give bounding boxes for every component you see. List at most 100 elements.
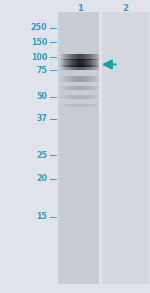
Bar	[94, 54, 95, 60]
Bar	[82, 86, 83, 90]
Bar	[95, 95, 96, 98]
Bar	[96, 65, 97, 70]
Bar	[75, 95, 76, 98]
Bar	[90, 86, 91, 90]
Bar	[64, 95, 65, 98]
Bar	[83, 59, 84, 67]
Bar	[88, 86, 89, 90]
Bar	[96, 95, 97, 98]
Bar	[92, 54, 93, 60]
Bar	[73, 65, 74, 70]
Bar	[82, 59, 83, 67]
Bar	[97, 59, 98, 67]
Bar	[68, 95, 69, 98]
Bar	[61, 104, 62, 107]
Bar	[58, 76, 59, 82]
Bar	[65, 65, 66, 70]
Bar	[77, 65, 78, 70]
Bar	[74, 95, 75, 98]
Bar	[65, 95, 66, 98]
Bar	[58, 59, 59, 67]
Bar	[75, 104, 76, 107]
Bar	[87, 86, 88, 90]
Bar	[72, 104, 73, 107]
Bar	[69, 104, 70, 107]
Bar	[87, 76, 88, 82]
Bar	[60, 76, 61, 82]
Bar	[60, 95, 61, 98]
Bar	[59, 95, 60, 98]
Bar	[59, 76, 60, 82]
Bar	[72, 54, 73, 60]
Bar	[86, 86, 87, 90]
Bar	[91, 65, 92, 70]
Bar	[60, 65, 61, 70]
Bar	[59, 54, 60, 60]
Bar	[75, 86, 76, 90]
Bar	[79, 59, 80, 67]
Bar	[79, 76, 80, 82]
Bar	[98, 76, 99, 82]
Bar	[93, 76, 94, 82]
Bar	[89, 95, 90, 98]
Text: 2: 2	[122, 4, 128, 13]
Bar	[95, 59, 96, 67]
Bar	[83, 76, 84, 82]
Bar	[80, 59, 81, 67]
Bar	[81, 59, 82, 67]
Bar	[84, 54, 85, 60]
Bar	[96, 54, 97, 60]
Bar	[91, 95, 92, 98]
Bar	[95, 76, 96, 82]
Bar	[85, 86, 86, 90]
Bar	[91, 76, 92, 82]
Bar	[66, 59, 67, 67]
Bar	[92, 65, 93, 70]
Bar	[78, 95, 79, 98]
Bar	[89, 65, 90, 70]
Bar	[76, 54, 77, 60]
Text: 75: 75	[36, 66, 47, 75]
Bar	[91, 86, 92, 90]
Bar	[89, 104, 90, 107]
Bar	[71, 86, 72, 90]
Bar	[95, 86, 96, 90]
Bar	[87, 104, 88, 107]
Bar	[93, 104, 94, 107]
Bar	[58, 95, 59, 98]
Bar	[63, 95, 64, 98]
Bar	[94, 59, 95, 67]
Bar	[70, 95, 71, 98]
Bar	[64, 54, 65, 60]
Bar	[76, 59, 77, 67]
Bar	[97, 86, 98, 90]
Bar	[74, 86, 75, 90]
Bar	[65, 86, 66, 90]
Bar	[84, 86, 85, 90]
Bar	[96, 76, 97, 82]
Bar	[78, 86, 79, 90]
Bar	[92, 86, 93, 90]
Bar	[73, 59, 74, 67]
Bar	[93, 59, 94, 67]
Bar	[88, 65, 89, 70]
Bar	[59, 65, 60, 70]
Bar	[64, 104, 65, 107]
Text: 37: 37	[36, 114, 47, 123]
Bar	[71, 104, 72, 107]
Bar	[76, 65, 77, 70]
Bar	[63, 104, 64, 107]
Bar	[67, 54, 68, 60]
Bar	[86, 104, 87, 107]
Bar	[61, 59, 62, 67]
Bar	[82, 54, 83, 60]
Bar	[90, 54, 91, 60]
Bar	[80, 76, 81, 82]
Bar	[65, 104, 66, 107]
Bar	[90, 59, 91, 67]
Bar	[68, 59, 69, 67]
Bar	[83, 95, 84, 98]
Bar	[61, 86, 62, 90]
Bar	[76, 95, 77, 98]
Bar	[94, 95, 95, 98]
